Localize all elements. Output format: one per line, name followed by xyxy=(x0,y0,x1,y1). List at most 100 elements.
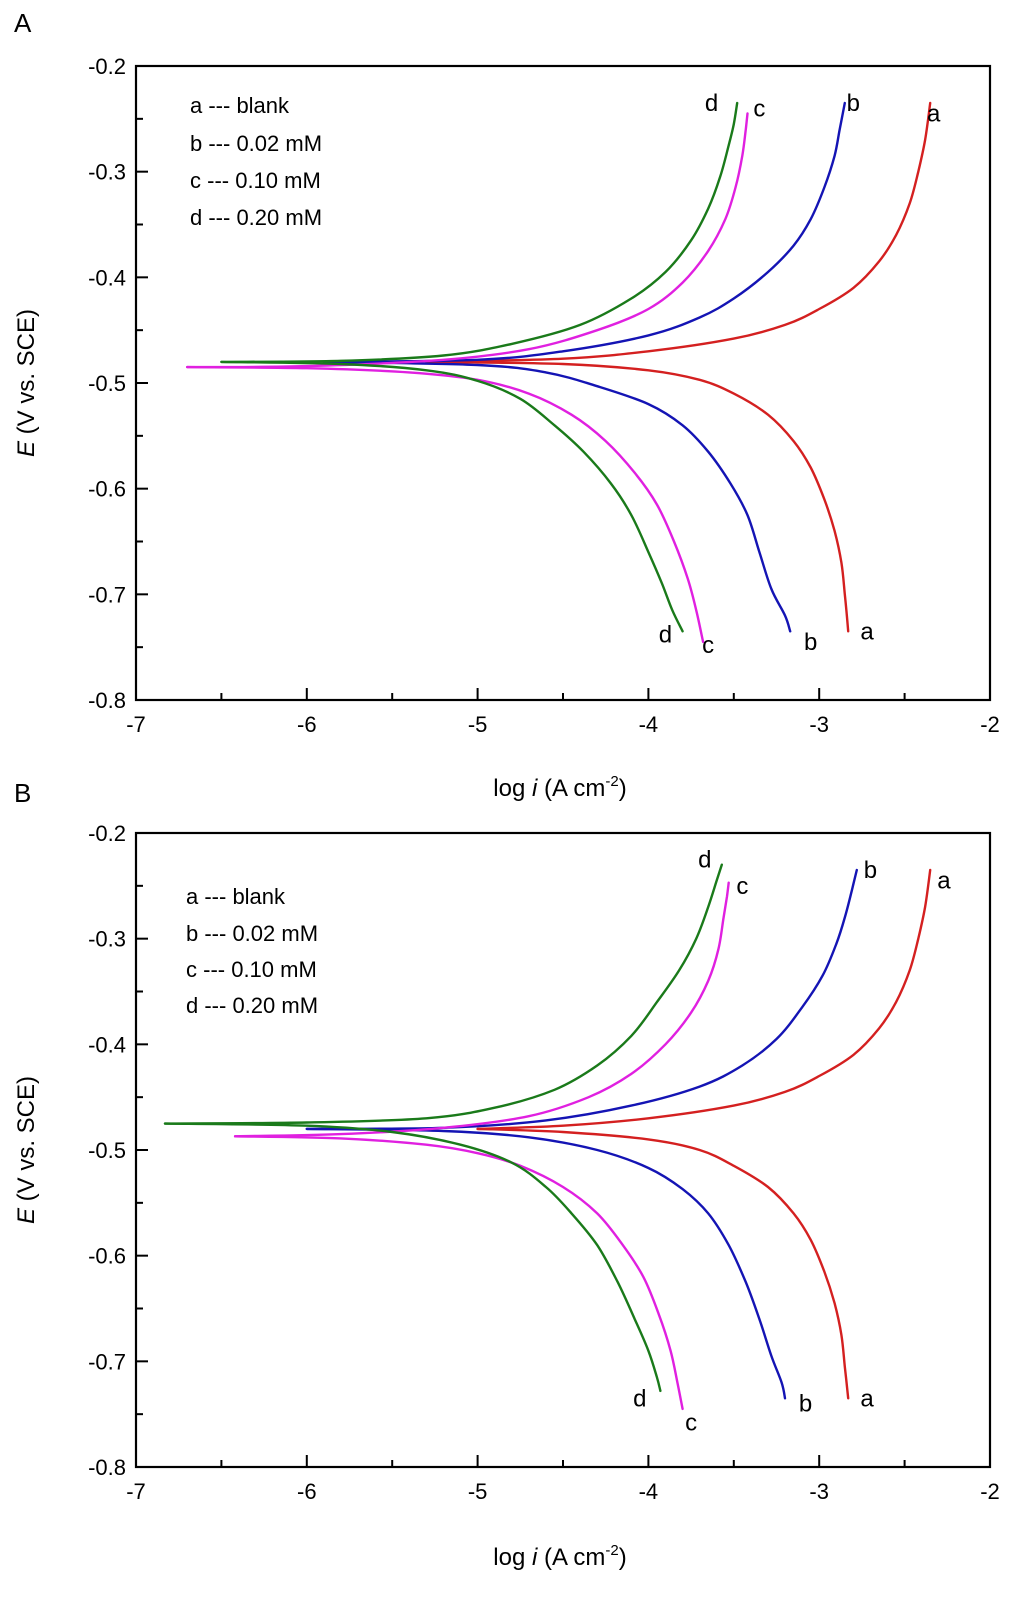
curve-label-top-a: a xyxy=(927,101,941,128)
x-tick-label: -6 xyxy=(297,712,317,737)
curve-d-anodic xyxy=(220,101,739,364)
x-tick-label: -4 xyxy=(639,712,659,737)
y-ticks-b: -0.2 -0.3 -0.4 -0.5 -0.6 -0.7 -0.8 xyxy=(88,821,148,1480)
curve-label-top-d: d xyxy=(698,846,711,873)
curve-a-anodic xyxy=(425,101,932,364)
y-tick-label: -0.5 xyxy=(88,1138,126,1163)
legend-entry-c: c --- 0.10 mM xyxy=(186,957,317,982)
curve-label-top-c: c xyxy=(736,873,748,900)
x-title-sup: -2 xyxy=(605,1542,618,1559)
curve-label-bottom-b: b xyxy=(799,1391,812,1418)
x-title-suffix: (A cm xyxy=(537,1544,605,1571)
y-tick-label: -0.7 xyxy=(88,1349,126,1374)
curve-label-bottom-a: a xyxy=(860,618,874,645)
y-title-suffix: (V vs. SCE) xyxy=(13,309,40,441)
curve-b-anodic xyxy=(305,868,858,1131)
x-tick-label: -7 xyxy=(126,712,146,737)
legend-b: a --- blank b --- 0.02 mM c --- 0.10 mM … xyxy=(186,884,318,1018)
curve-label-bottom-a: a xyxy=(860,1385,874,1412)
x-title-suffix: (A cm xyxy=(537,775,605,802)
x-tick-label: -3 xyxy=(809,712,829,737)
curves-a xyxy=(186,101,932,644)
x-tick-label: -4 xyxy=(639,1479,659,1504)
x-tick-label: -6 xyxy=(297,1479,317,1504)
y-tick-label: -0.5 xyxy=(88,371,126,396)
legend-entry-a: a --- blank xyxy=(186,884,286,909)
legend-a: a --- blank b --- 0.02 mM c --- 0.10 mM … xyxy=(190,93,322,230)
curve-c-cathodic xyxy=(233,1135,684,1411)
curve-label-bottom-d: d xyxy=(659,621,672,648)
y-tick-label: -0.6 xyxy=(88,477,126,502)
legend-entry-d: d --- 0.20 mM xyxy=(190,205,322,230)
y-title-italic: E xyxy=(13,440,40,457)
y-tick-label: -0.4 xyxy=(88,1032,126,1057)
curve-label-bottom-b: b xyxy=(804,629,817,656)
legend-entry-b: b --- 0.02 mM xyxy=(190,131,322,156)
y-title-suffix: (V vs. SCE) xyxy=(13,1076,40,1208)
x-tick-label: -7 xyxy=(126,1479,146,1504)
y-tick-label: -0.7 xyxy=(88,582,126,607)
curve-label-top-b: b xyxy=(864,857,877,884)
panel-b: B -7 -6 -5 -4 -3 -2 -0.2-0.3-0.4-0.5-0.6-0.7-… xyxy=(13,778,1000,1571)
y-tick-label: -0.8 xyxy=(88,688,126,713)
legend-entry-d: d --- 0.20 mM xyxy=(186,993,318,1018)
curve-label-top-c: c xyxy=(753,95,765,122)
y-title-italic: E xyxy=(13,1207,40,1224)
x-tick-label: -3 xyxy=(809,1479,829,1504)
x-tick-label: -2 xyxy=(980,1479,1000,1504)
y-axis-title-b: E (V vs. SCE) xyxy=(13,1076,40,1224)
curve-d-cathodic xyxy=(163,1122,662,1393)
panel-label-b: B xyxy=(14,778,31,808)
x-title-italic: i xyxy=(532,775,538,802)
curve-c-cathodic xyxy=(186,365,705,644)
x-tick-label: -5 xyxy=(468,712,488,737)
curve-d-anodic xyxy=(163,863,723,1125)
y-tick-label: -0.8 xyxy=(88,1455,126,1480)
panel-a: A -7 -6 -5 -4 -3 -2 -0.2-0.3-0.4-0.5-0.6-0.7-… xyxy=(13,8,1000,802)
y-tick-label: -0.4 xyxy=(88,265,126,290)
y-ticks-a: -0.2 -0.3 -0.4 -0.5 -0.6 -0.7 -0.8 xyxy=(88,54,148,713)
curve-label-top-a: a xyxy=(937,868,951,895)
x-title-prefix: log xyxy=(493,775,532,802)
y-axis-title-a: E (V vs. SCE) xyxy=(13,309,40,457)
y-tick-label: -0.3 xyxy=(88,160,126,185)
x-title-sup: -2 xyxy=(605,773,618,790)
curve-b-anodic xyxy=(322,101,846,364)
y-tick-label: -0.2 xyxy=(88,54,126,79)
y-tick-label: -0.6 xyxy=(88,1244,126,1269)
curve-labels-a: a b c d a b c d xyxy=(659,90,941,659)
curve-label-bottom-d: d xyxy=(633,1385,646,1412)
x-axis-title-a: log i (A cm-2) xyxy=(493,773,626,802)
x-title-close: ) xyxy=(619,775,627,802)
x-title-prefix: log xyxy=(493,1544,532,1571)
x-title-close: ) xyxy=(619,1544,627,1571)
curve-a-cathodic xyxy=(425,360,850,633)
x-tick-label: -5 xyxy=(468,1479,488,1504)
curve-a-cathodic xyxy=(476,1127,850,1400)
curve-label-bottom-c: c xyxy=(685,1410,697,1437)
panel-label-a: A xyxy=(14,8,32,38)
curve-a-anodic xyxy=(476,868,932,1131)
curve-b-cathodic xyxy=(305,1127,787,1400)
curve-c-anodic xyxy=(186,112,749,369)
curves-b xyxy=(163,863,932,1411)
x-ticks-a: -7 -6 -5 -4 -3 -2 xyxy=(126,688,1000,737)
curve-c-anodic xyxy=(233,881,730,1138)
x-title-italic: i xyxy=(532,1544,538,1571)
legend-entry-a: a --- blank xyxy=(190,93,290,118)
legend-entry-b: b --- 0.02 mM xyxy=(186,921,318,946)
x-ticks-b: -7 -6 -5 -4 -3 -2 xyxy=(126,1455,1000,1504)
curve-b-cathodic xyxy=(322,360,792,633)
legend-entry-c: c --- 0.10 mM xyxy=(190,168,321,193)
y-tick-label: -0.3 xyxy=(88,927,126,952)
curve-label-bottom-c: c xyxy=(702,632,714,659)
x-axis-title-b: log i (A cm-2) xyxy=(493,1542,626,1571)
y-tick-label: -0.2 xyxy=(88,821,126,846)
curve-label-top-b: b xyxy=(847,90,860,117)
curve-label-top-d: d xyxy=(705,90,718,117)
plot-frame-a xyxy=(134,64,992,702)
x-tick-label: -2 xyxy=(980,712,1000,737)
curve-d-cathodic xyxy=(220,360,684,633)
